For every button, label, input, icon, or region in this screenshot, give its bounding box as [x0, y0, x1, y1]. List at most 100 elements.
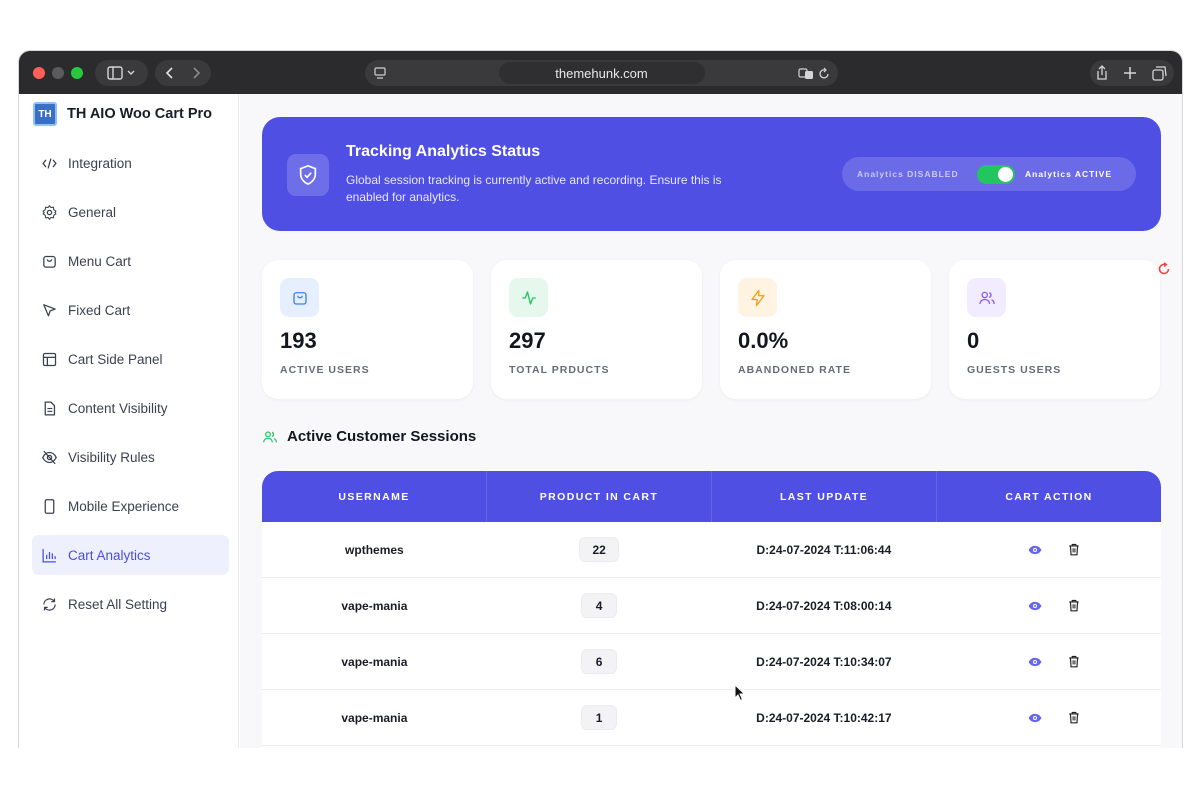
page-settings-icon[interactable] — [373, 66, 387, 80]
sidebar-item-label: Menu Cart — [68, 253, 132, 269]
refresh-icon — [43, 597, 56, 611]
username-cell: wpthemes — [345, 542, 404, 557]
app-logo: TH — [33, 102, 57, 126]
history-nav — [155, 60, 211, 86]
stat-card-guests-users: 0 GUESTS USERS — [949, 260, 1160, 399]
activity-icon — [509, 278, 548, 317]
sidebar-item-general[interactable]: General — [32, 192, 229, 232]
gear-icon — [42, 204, 57, 220]
stat-card-total-prducts: 297 TOTAL PRDUCTS — [491, 260, 702, 399]
layout-panel-icon — [42, 352, 57, 366]
trash-icon[interactable] — [1068, 543, 1080, 556]
table-row: wpthemes 22 D:24-07-2024 T:11:06:44 — [262, 522, 1161, 578]
analytics-toggle-group: Analytics DISABLED Analytics ACTIVE — [842, 157, 1136, 191]
browser-window: themehunk.com TH TH AIO Woo Cart Pro Int… — [18, 50, 1183, 748]
sidebar-item-visibility-rules[interactable]: Visibility Rules — [32, 437, 229, 477]
table-header: USERNAME PRODUCT IN CART LAST UPDATE CART A… — [262, 471, 1161, 522]
last-update-cell: D:24-07-2024 T:10:42:17 — [756, 710, 892, 725]
view-eye-icon[interactable] — [1028, 713, 1042, 723]
sidebar-item-content-visibility[interactable]: Content Visibility — [32, 388, 229, 428]
sessions-title: Active Customer Sessions — [287, 428, 477, 445]
stat-label: GUESTS USERS — [967, 364, 1062, 376]
sidebar-item-fixed-cart[interactable]: Fixed Cart — [32, 290, 229, 330]
view-eye-icon[interactable] — [1028, 601, 1042, 611]
refresh-icon[interactable] — [1157, 262, 1171, 276]
new-tab-icon[interactable] — [1124, 67, 1136, 79]
sidebar-item-integration[interactable]: Integration — [32, 143, 229, 183]
sessions-heading: Active Customer Sessions — [262, 428, 476, 445]
bag-icon — [43, 255, 56, 268]
stat-label: ABANDONED RATE — [738, 364, 851, 376]
address-bar[interactable]: themehunk.com — [365, 60, 838, 86]
stat-label: ACTIVE USERS — [280, 364, 370, 376]
stat-value: 0 — [967, 328, 980, 353]
bag-icon — [280, 278, 319, 317]
back-icon[interactable] — [165, 67, 173, 79]
tabs-overview-icon[interactable] — [1152, 66, 1167, 81]
username-cell: vape-mania — [341, 598, 408, 613]
sidebar-icon — [106, 66, 134, 80]
column-header: PRODUCT IN CART — [487, 471, 712, 522]
sidebar-item-label: Mobile Experience — [68, 498, 180, 514]
close-window-button[interactable] — [33, 67, 45, 79]
sidebar-item-reset-all-setting[interactable]: Reset All Setting — [32, 584, 229, 624]
lightning-icon — [738, 278, 777, 317]
username-cell: vape-mania — [341, 654, 408, 669]
maximize-window-button[interactable] — [71, 67, 83, 79]
sidebar-item-mobile-experience[interactable]: Mobile Experience — [32, 486, 229, 526]
sidebar-item-cart-side-panel[interactable]: Cart Side Panel — [32, 339, 229, 379]
banner-description: Global session tracking is currently act… — [346, 173, 722, 204]
url-text: themehunk.com — [555, 65, 648, 81]
table-row: vape-mania 4 D:24-07-2024 T:08:00:14 — [262, 578, 1161, 634]
stat-label: TOTAL PRDUCTS — [509, 364, 610, 376]
product-count-badge: 1 — [581, 705, 618, 730]
sidebar-toggle-button[interactable] — [95, 60, 148, 86]
sidebar-item-label: Cart Side Panel — [68, 351, 163, 367]
view-eye-icon[interactable] — [1028, 545, 1042, 555]
app-title: TH AIO Woo Cart Pro — [67, 106, 212, 122]
trash-icon[interactable] — [1068, 599, 1080, 612]
banner-title: Tracking Analytics Status — [346, 143, 541, 160]
sidebar-item-menu-cart[interactable]: Menu Cart — [32, 241, 229, 281]
username-cell: vape-mania — [341, 710, 408, 725]
reload-icon[interactable] — [819, 67, 829, 79]
sidebar-item-label: Integration — [68, 155, 132, 171]
brand: TH TH AIO Woo Cart Pro — [33, 102, 212, 126]
shield-check-icon — [287, 154, 329, 196]
product-count-badge: 22 — [579, 537, 619, 562]
document-icon — [44, 400, 56, 416]
column-header: LAST UPDATE — [712, 471, 937, 522]
stat-value: 0.0% — [738, 328, 789, 353]
toolbar-actions — [1090, 60, 1174, 86]
sidebar-item-label: Fixed Cart — [68, 302, 131, 318]
translate-icon[interactable] — [798, 68, 813, 79]
product-count-badge: 4 — [581, 593, 618, 618]
sidebar-item-label: Visibility Rules — [68, 449, 155, 465]
last-update-cell: D:24-07-2024 T:10:34:07 — [756, 654, 892, 669]
table-row: vape-mania 1 D:24-07-2024 T:10:42:17 — [262, 690, 1161, 746]
browser-toolbar: themehunk.com — [19, 51, 1182, 94]
analytics-toggle-switch[interactable] — [977, 165, 1015, 184]
trash-icon[interactable] — [1068, 711, 1080, 724]
minimize-window-button[interactable] — [52, 67, 64, 79]
tracking-status-banner: Tracking Analytics Status Global session… — [262, 117, 1161, 231]
users-icon — [263, 430, 277, 442]
stat-card-active-users: 193 ACTIVE USERS — [262, 260, 473, 399]
code-icon — [42, 157, 57, 169]
view-eye-icon[interactable] — [1028, 657, 1042, 667]
main-content: Tracking Analytics Status Global session… — [240, 94, 1182, 748]
share-icon[interactable] — [1097, 65, 1107, 80]
mobile-icon — [44, 498, 55, 514]
sidebar: TH TH AIO Woo Cart Pro Integration Genera… — [19, 94, 239, 748]
column-header: USERNAME — [262, 471, 487, 522]
mouse-cursor-icon — [734, 684, 746, 702]
stat-value: 193 — [280, 328, 317, 353]
sidebar-item-cart-analytics[interactable]: Cart Analytics — [32, 535, 229, 575]
stat-value: 297 — [509, 328, 546, 353]
forward-icon[interactable] — [193, 67, 201, 79]
sidebar-item-label: General — [68, 204, 117, 220]
trash-icon[interactable] — [1068, 655, 1080, 668]
sidebar-item-label: Cart Analytics — [68, 547, 151, 563]
users-icon — [967, 278, 1006, 317]
last-update-cell: D:24-07-2024 T:08:00:14 — [756, 598, 892, 613]
